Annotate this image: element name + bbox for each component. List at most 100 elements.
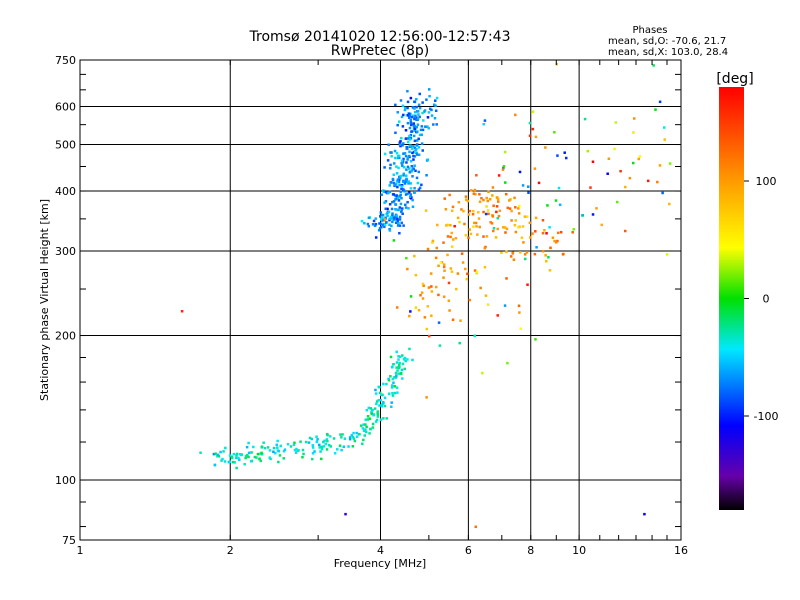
colorbar-tick-label: -100 — [754, 410, 779, 423]
data-point — [311, 457, 314, 461]
data-point — [395, 208, 398, 211]
data-point — [486, 199, 489, 203]
data-point — [389, 163, 392, 167]
data-point — [434, 285, 438, 289]
data-point — [508, 199, 511, 202]
data-point — [328, 435, 332, 438]
data-point — [368, 432, 371, 435]
data-point — [404, 359, 407, 363]
data-point — [466, 272, 469, 276]
data-point — [427, 334, 431, 338]
data-point — [438, 344, 442, 347]
data-point — [409, 133, 413, 137]
data-point — [391, 394, 395, 397]
data-point — [398, 231, 401, 235]
data-point — [398, 355, 402, 359]
data-point — [391, 214, 394, 217]
data-point — [517, 225, 520, 229]
data-point — [465, 277, 468, 281]
data-point — [420, 183, 423, 187]
data-point — [388, 184, 391, 187]
data-point — [528, 121, 532, 125]
data-point — [418, 133, 422, 137]
data-point — [235, 466, 238, 470]
data-point — [393, 149, 397, 153]
data-point — [347, 445, 350, 448]
data-point — [391, 220, 394, 224]
data-point — [408, 347, 411, 351]
data-points — [180, 62, 672, 529]
data-point — [406, 180, 410, 184]
data-point — [447, 281, 451, 285]
data-point — [468, 228, 471, 231]
data-point — [413, 139, 417, 143]
data-point — [408, 154, 411, 158]
data-point — [383, 396, 387, 400]
data-point — [382, 417, 385, 420]
data-point — [351, 436, 355, 439]
data-point — [397, 196, 400, 200]
data-point — [228, 454, 232, 457]
data-point — [396, 178, 400, 182]
data-point — [399, 372, 403, 375]
data-point — [553, 239, 556, 243]
data-point — [485, 196, 488, 200]
data-point — [417, 146, 421, 149]
data-point — [490, 222, 494, 225]
data-point — [533, 167, 537, 170]
data-point — [420, 291, 424, 294]
data-point — [406, 200, 409, 204]
data-point — [632, 117, 636, 120]
data-point — [348, 436, 352, 439]
stats-heading: Phases — [632, 25, 667, 36]
data-point — [386, 207, 389, 211]
data-point — [213, 463, 217, 467]
data-point — [430, 285, 433, 288]
data-point — [502, 164, 506, 168]
data-point — [615, 200, 619, 204]
data-point — [491, 214, 495, 218]
data-point — [398, 206, 402, 209]
data-point — [464, 267, 467, 271]
data-point — [406, 140, 410, 144]
data-point — [263, 446, 267, 450]
data-point — [417, 137, 420, 141]
y-tick-label: 600 — [55, 101, 76, 114]
data-point — [665, 253, 669, 256]
data-point — [252, 445, 255, 449]
data-point — [397, 154, 400, 158]
data-point — [295, 447, 298, 451]
data-point — [522, 241, 525, 244]
data-point — [613, 147, 616, 151]
data-point — [389, 181, 393, 184]
data-point — [397, 166, 400, 170]
data-point — [388, 203, 392, 206]
data-point — [405, 114, 409, 117]
data-point — [486, 209, 490, 212]
data-point — [461, 261, 465, 264]
data-point — [375, 418, 379, 422]
data-point — [212, 452, 216, 456]
data-point — [365, 425, 368, 429]
y-tick-label: 75 — [62, 534, 76, 547]
data-point — [411, 358, 414, 362]
data-point — [423, 316, 427, 319]
data-point — [402, 152, 405, 155]
data-point — [333, 451, 337, 455]
data-point — [473, 334, 477, 337]
data-point — [274, 451, 277, 455]
data-point — [474, 192, 477, 196]
data-point — [505, 277, 508, 280]
data-point — [383, 218, 387, 221]
data-point — [405, 168, 408, 171]
data-point — [404, 203, 407, 207]
data-point — [462, 209, 465, 213]
data-point — [430, 290, 434, 293]
data-point — [591, 160, 595, 164]
data-point — [544, 254, 547, 257]
data-point — [415, 116, 418, 120]
data-point — [442, 265, 446, 269]
data-point — [411, 198, 414, 202]
data-point — [381, 402, 384, 406]
data-point — [388, 217, 391, 221]
